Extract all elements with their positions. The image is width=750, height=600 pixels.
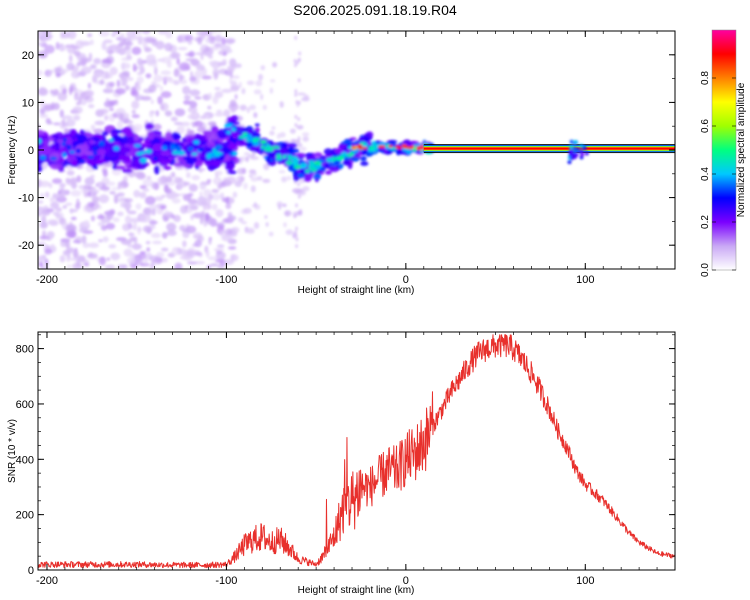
colorbar-tick-label: 0.0 <box>700 263 711 277</box>
colorbar-tick-label: 0.6 <box>700 119 711 133</box>
spectrogram-x-tick-label: 0 <box>403 274 409 286</box>
snr-y-tick-label: 200 <box>16 510 34 522</box>
snr-x-tick-label: -100 <box>215 575 237 587</box>
snr-y-tick-label: 800 <box>16 344 34 356</box>
spectrogram-y-tick-label: -10 <box>18 193 34 205</box>
snr-y-tick-label: 400 <box>16 454 34 466</box>
snr-x-tick-label: 100 <box>576 575 594 587</box>
spectrogram-x-tick-label: -100 <box>215 274 237 286</box>
spectrogram-y-tick-label: 20 <box>22 50 34 62</box>
spectrogram-y-tick-label: 0 <box>28 145 34 157</box>
snr-x-axis-label: Height of straight line (km) <box>298 585 415 596</box>
snr-y-tick-label: 600 <box>16 399 34 411</box>
snr-frame <box>37 331 676 571</box>
colorbar-tick-label: 0.8 <box>700 71 711 85</box>
spectrogram-x-tick-label: 100 <box>576 274 594 286</box>
colorbar-tick-label: 0.2 <box>700 215 711 229</box>
snr-x-tick-label: -200 <box>36 575 58 587</box>
colorbar: 0.0 0.2 0.4 0.6 0.8 Normalized spectral ampl… <box>700 29 747 277</box>
spectrogram-y-axis-label: Frequency (Hz) <box>7 116 18 185</box>
spectrogram-y-tick-label: 10 <box>22 97 34 109</box>
spectrogram-x-tick-label: -200 <box>36 274 58 286</box>
snr-y-tick-label: 0 <box>28 565 34 577</box>
page-title: S206.2025.091.18.19.R04 <box>293 2 457 18</box>
snr-series-line <box>38 334 675 569</box>
colorbar-label: Normalized spectral amplitude <box>736 82 747 217</box>
spectrogram-y-tick-label: -20 <box>18 240 34 252</box>
spectrogram-x-axis-label: Height of straight line (km) <box>298 285 415 296</box>
colorbar-gradient <box>712 30 736 270</box>
snr-panel: -200 -100 0 100 0 200 400 600 800 Height of stra… <box>7 331 676 596</box>
colorbar-tick-label: 0.4 <box>700 167 711 181</box>
snr-y-axis-label: SNR (10 * v/v) <box>7 419 18 483</box>
spectrogram-image <box>38 31 675 269</box>
snr-x-tick-label: 0 <box>403 575 409 587</box>
